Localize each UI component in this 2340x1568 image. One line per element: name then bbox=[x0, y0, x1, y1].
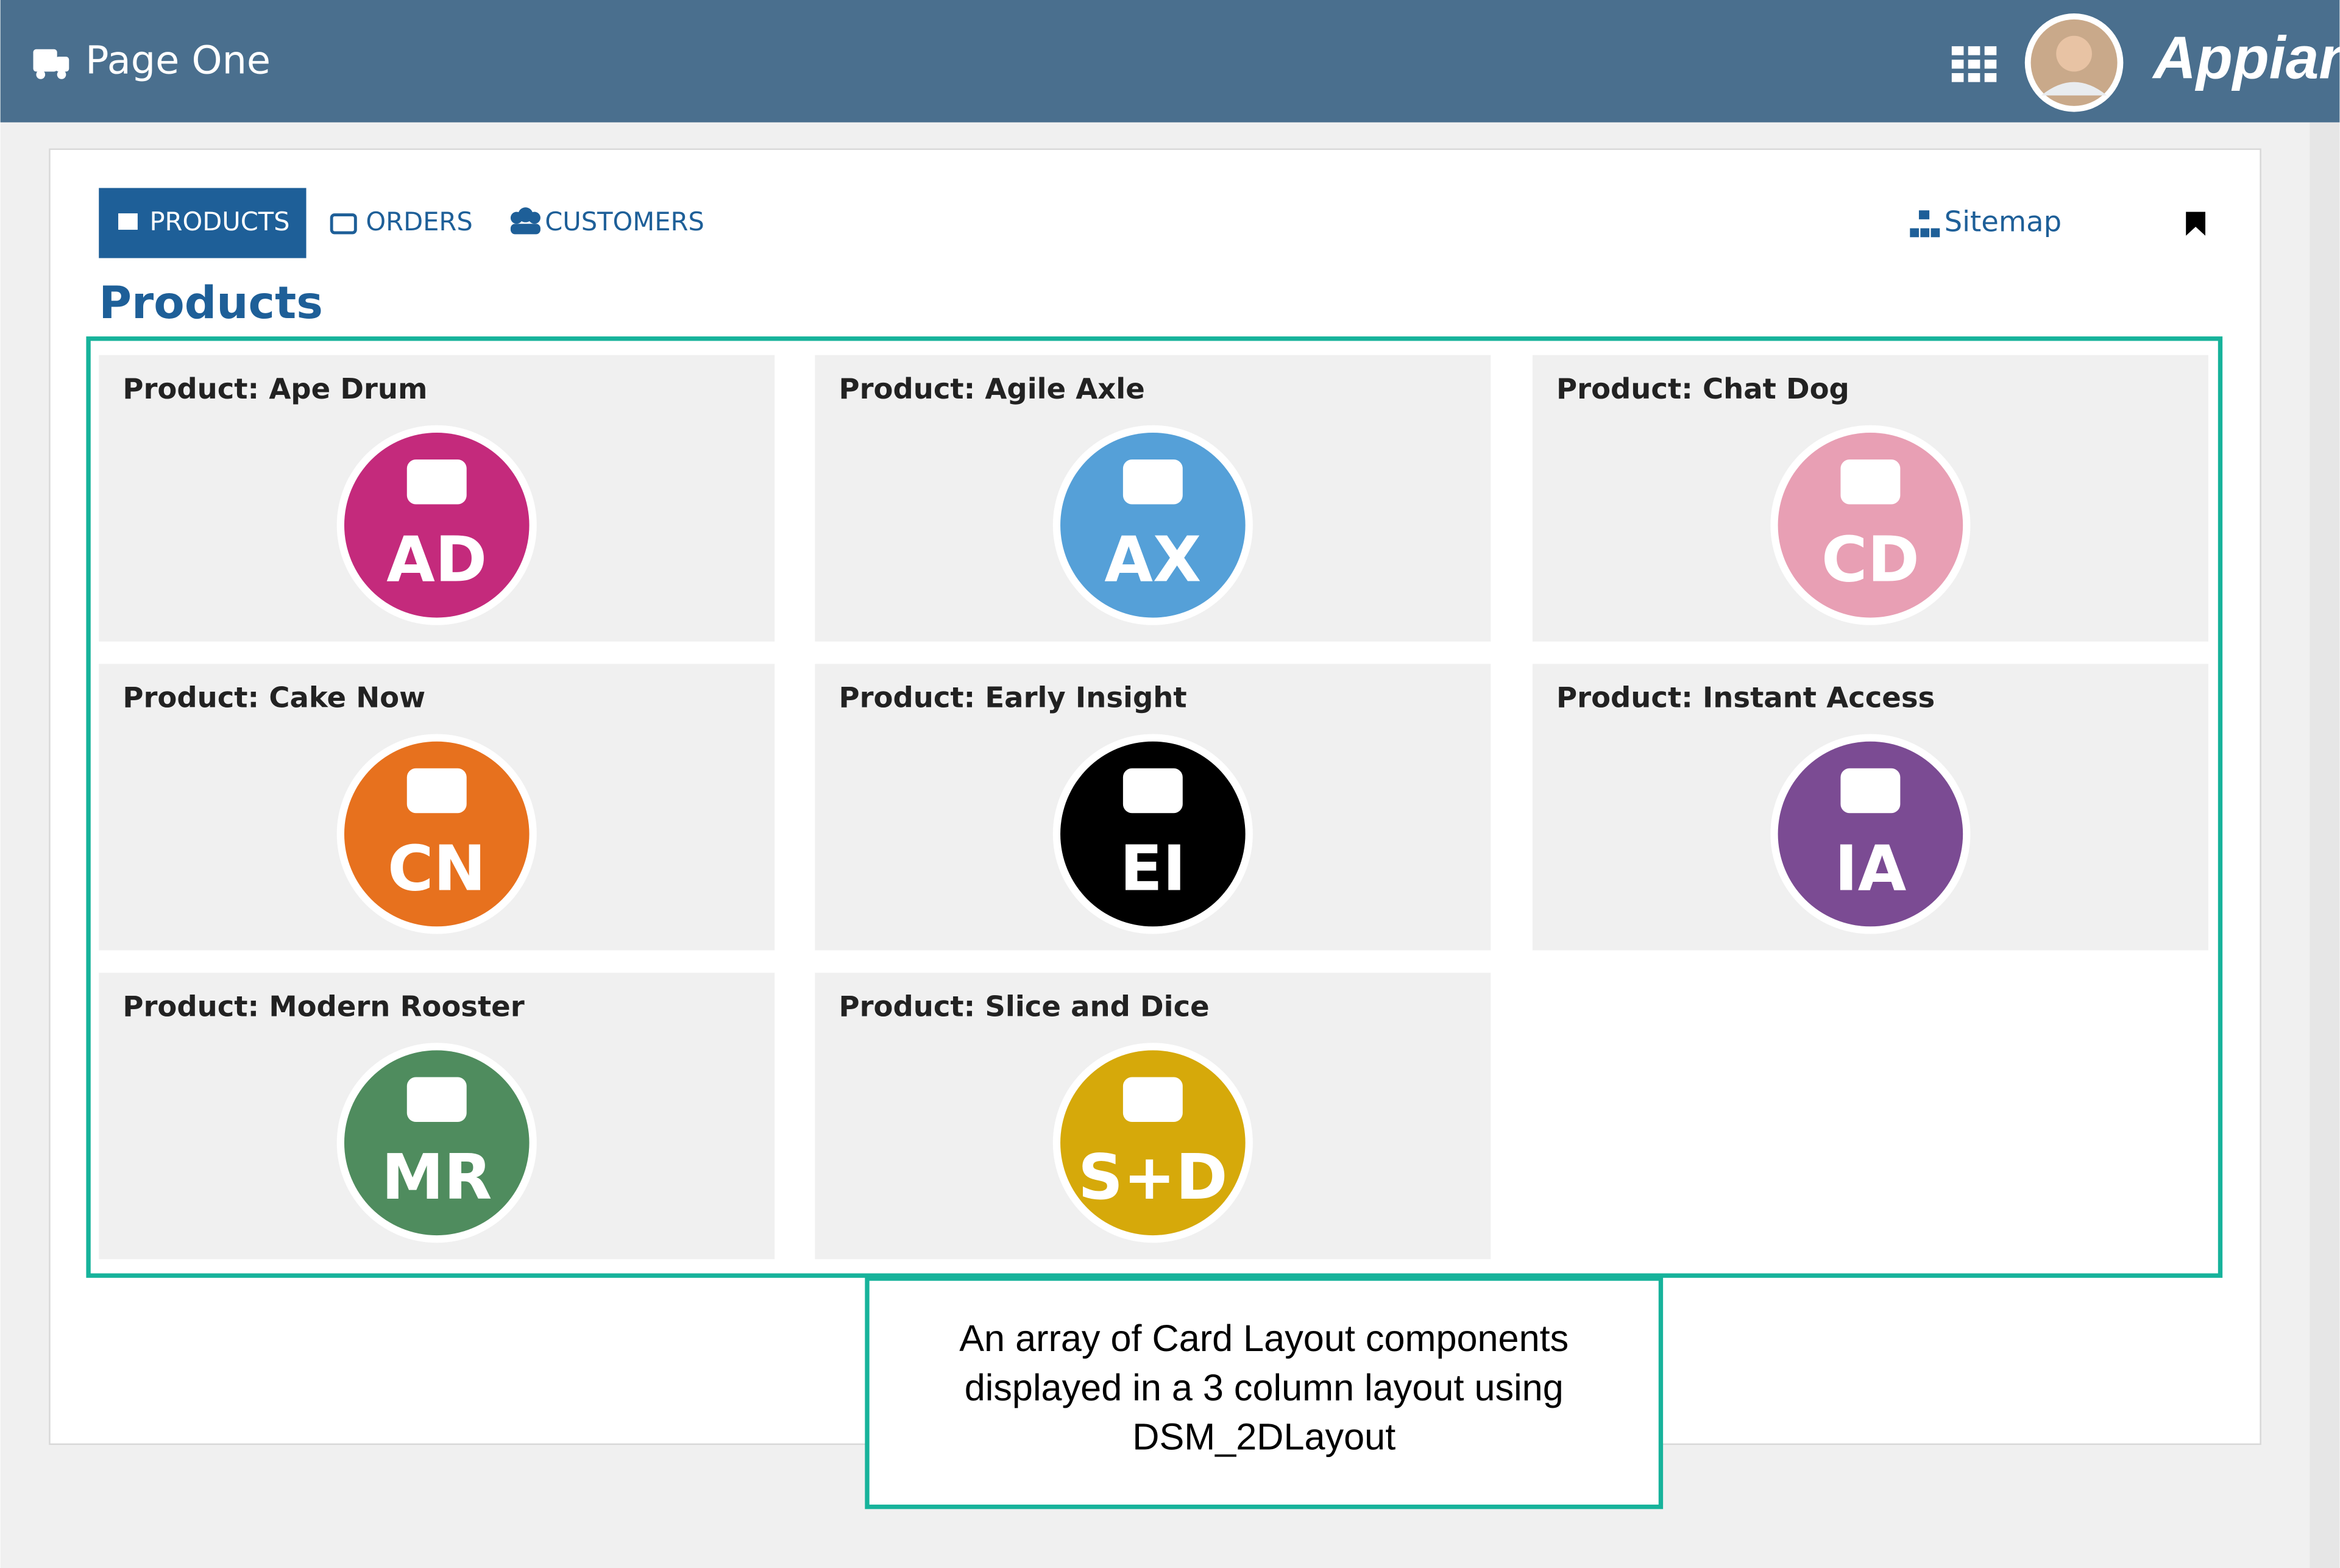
icon-glyph bbox=[1122, 1077, 1183, 1123]
brand-logo: Appian bbox=[2151, 24, 2340, 91]
product-icon bbox=[1060, 1050, 1246, 1236]
sitemap-icon bbox=[1910, 210, 1940, 238]
icon-initials: S+D bbox=[1078, 1141, 1228, 1214]
icon-initials: IA bbox=[1834, 832, 1906, 905]
sitemap-link[interactable]: Sitemap bbox=[1945, 205, 2062, 238]
header-bar bbox=[0, 0, 2340, 122]
annotation-box bbox=[865, 1276, 1664, 1509]
product-icon bbox=[1060, 432, 1246, 618]
card-title: Product: Cake Now bbox=[122, 681, 425, 714]
icon-glyph bbox=[1840, 459, 1901, 505]
annotation-line: displayed in a 3 column layout using bbox=[965, 1367, 1564, 1408]
product-icon bbox=[1060, 741, 1246, 927]
highlight-frame bbox=[86, 336, 2223, 1278]
icon-initials: MR bbox=[381, 1141, 492, 1214]
bookmark-icon[interactable] bbox=[2186, 211, 2206, 236]
page-title: Page One bbox=[85, 38, 271, 83]
product-icon bbox=[344, 741, 530, 927]
icon-glyph bbox=[1122, 459, 1183, 505]
product-icon bbox=[1778, 432, 1963, 618]
scrollbar bbox=[2310, 122, 2340, 1568]
card-title: Product: Modern Rooster bbox=[122, 990, 524, 1023]
icon-initials: CD bbox=[1821, 524, 1920, 597]
tab-icon bbox=[330, 213, 357, 235]
icon-glyph bbox=[406, 1077, 467, 1123]
card-title: Product: Slice and Dice bbox=[839, 990, 1210, 1023]
icon-glyph bbox=[406, 768, 467, 814]
truck-icon bbox=[33, 49, 69, 79]
card-title: Product: Chat Dog bbox=[1556, 372, 1849, 405]
section-heading: Products bbox=[99, 277, 323, 329]
card-title: Product: Ape Drum bbox=[122, 372, 427, 405]
icon-initials: AX bbox=[1104, 524, 1201, 597]
card-title: Product: Agile Axle bbox=[839, 372, 1145, 405]
icon-glyph bbox=[406, 459, 467, 505]
tab-orders[interactable]: ORDERS bbox=[366, 207, 472, 236]
icon-glyph bbox=[1122, 768, 1183, 814]
product-icon bbox=[344, 1050, 530, 1236]
card-grid: Product: Ape Drum AD Product: Agile Axle AX… bbox=[99, 355, 2208, 1260]
product-icon bbox=[344, 432, 530, 618]
icon-initials: AD bbox=[386, 524, 487, 597]
tab-icon bbox=[118, 213, 138, 230]
annotation-line: DSM_2DLayout bbox=[1132, 1416, 1395, 1458]
tab-products[interactable]: PRODUCTS bbox=[149, 207, 289, 236]
tab-icon bbox=[510, 207, 541, 235]
icon-initials: CN bbox=[388, 832, 486, 905]
card-title: Product: Early Insight bbox=[839, 681, 1187, 714]
tab-customers[interactable]: CUSTOMERS bbox=[545, 207, 704, 236]
avatar[interactable] bbox=[2024, 13, 2124, 112]
card-title: Product: Instant Access bbox=[1556, 681, 1935, 714]
product-icon bbox=[1778, 741, 1963, 927]
icon-initials: EI bbox=[1120, 832, 1186, 905]
icon-glyph bbox=[1840, 768, 1901, 814]
apps-icon[interactable] bbox=[1951, 46, 1997, 82]
annotation-line: An array of Card Layout components bbox=[959, 1318, 1569, 1359]
